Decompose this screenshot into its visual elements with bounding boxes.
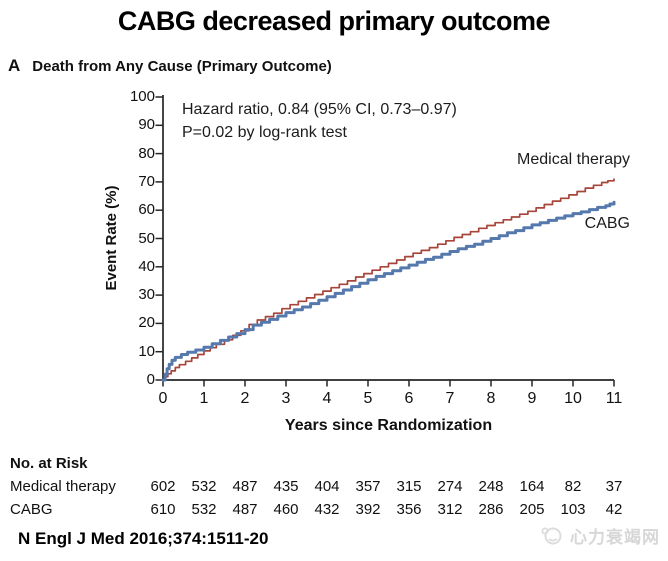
x-tick-label-3: 3 xyxy=(281,390,291,407)
watermark: 心力衰竭网 xyxy=(540,523,660,548)
x-tick-label-0: 0 xyxy=(158,390,168,407)
y-tick-label-0: 0 xyxy=(146,371,155,388)
stats-annotation: Hazard ratio, 0.84 (95% CI, 0.73–0.97) P… xyxy=(182,98,457,144)
y-tick-label-60: 60 xyxy=(138,201,155,219)
km-curve-medical-therapy xyxy=(162,178,615,381)
y-tick-label-90: 90 xyxy=(138,116,155,134)
x-tick-label-7: 7 xyxy=(445,390,455,407)
risk-cell: 602 xyxy=(150,478,176,495)
journal-citation: N Engl J Med 2016;374:1511-20 xyxy=(18,529,269,548)
risk-cell: 532 xyxy=(191,478,217,495)
x-tick-label-10: 10 xyxy=(564,390,582,407)
y-tick-label-10: 10 xyxy=(138,342,155,360)
risk-cell: 532 xyxy=(191,501,217,518)
risk-table-heading: No. at Risk xyxy=(10,455,88,472)
risk-cell: 435 xyxy=(273,478,299,495)
risk-cell: 460 xyxy=(273,501,299,518)
x-tick-label-11: 11 xyxy=(605,390,623,407)
figure-title: CABG decreased primary outcome xyxy=(117,6,551,36)
risk-cell: 432 xyxy=(314,501,340,518)
y-tick-label-20: 20 xyxy=(138,314,155,332)
panel-heading-text: Death from Any Cause (Primary Outcome) xyxy=(32,58,332,75)
x-axis-title: Years since Randomization xyxy=(284,417,493,434)
panel-heading: A Death from Any Cause (Primary Outcome) xyxy=(8,56,332,76)
risk-cell: 392 xyxy=(355,501,381,518)
risk-cell: 248 xyxy=(478,478,504,495)
risk-cell: 315 xyxy=(396,478,422,495)
risk-cell: 286 xyxy=(478,501,504,518)
risk-cell: 312 xyxy=(437,501,463,518)
risk-row-label-cabg: CABG xyxy=(10,501,53,518)
x-tick-label-8: 8 xyxy=(486,390,496,407)
x-tick-label-9: 9 xyxy=(527,390,537,407)
risk-cell: 357 xyxy=(355,478,381,495)
y-tick-label-80: 80 xyxy=(138,144,155,162)
y-tick-label-40: 40 xyxy=(138,257,155,275)
x-tick-label-6: 6 xyxy=(404,390,414,407)
hazard-ratio-text: Hazard ratio, 0.84 (95% CI, 0.73–0.97) xyxy=(182,101,457,118)
risk-cell: 487 xyxy=(232,501,258,518)
heart-failure-network-logo-icon xyxy=(541,527,562,544)
y-tick-label-30: 30 xyxy=(138,286,155,304)
x-tick-label-4: 4 xyxy=(322,390,332,407)
risk-cell: 164 xyxy=(519,478,545,495)
risk-cell: 487 xyxy=(232,478,258,495)
risk-cell: 82 xyxy=(564,478,582,495)
x-tick-label-5: 5 xyxy=(363,390,373,407)
km-curve-cabg xyxy=(161,200,616,382)
watermark-text: 心力衰竭网 xyxy=(570,528,660,547)
y-tick-label-100: 100 xyxy=(129,88,155,105)
risk-cell: 404 xyxy=(314,478,340,495)
x-tick-label-1: 1 xyxy=(199,390,209,407)
risk-cell: 356 xyxy=(396,501,422,518)
y-tick-label-70: 70 xyxy=(138,172,155,190)
curve-label-medical-therapy: Medical therapy xyxy=(517,151,630,168)
risk-row-label-medical-therapy: Medical therapy xyxy=(10,478,116,495)
risk-cell: 103 xyxy=(560,501,586,518)
x-tick-label-2: 2 xyxy=(240,390,250,407)
pvalue-text: P=0.02 by log-rank test xyxy=(182,124,347,141)
y-tick-label-50: 50 xyxy=(138,229,155,247)
panel-letter: A xyxy=(8,56,21,75)
curve-label-cabg: CABG xyxy=(584,215,630,232)
risk-cell: 37 xyxy=(605,478,623,495)
risk-cell: 205 xyxy=(519,501,545,518)
risk-cell: 610 xyxy=(150,501,176,518)
risk-cell: 42 xyxy=(605,501,623,518)
risk-cell: 274 xyxy=(437,478,463,495)
